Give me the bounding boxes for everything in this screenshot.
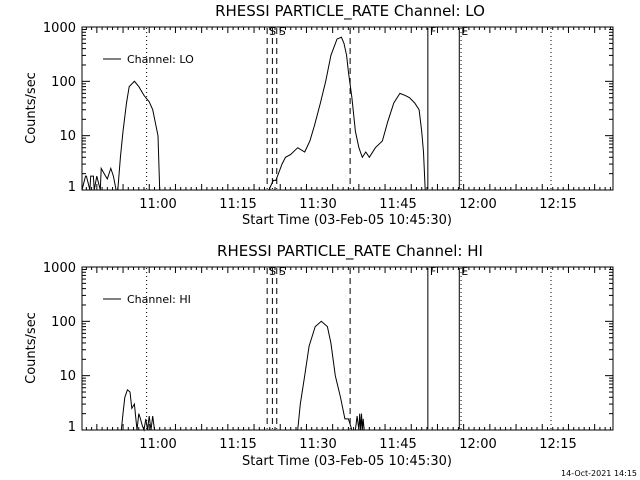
series-line-lo xyxy=(81,80,161,191)
x-tick-label-hi-1200: 12:00 xyxy=(459,437,496,452)
event-marker-label-hi: E xyxy=(461,265,468,278)
x-ticks-lo: 11:00 11:15 11:30 11:45 12:00 12:15 xyxy=(139,197,576,212)
y-tick-label-hi-1: 1 xyxy=(68,420,76,435)
chart-title-hi: RHESSI PARTICLE_RATE Channel: HI xyxy=(217,242,483,261)
y-ticks-hi: 1000 100 10 1 xyxy=(43,261,76,435)
y-tick-label-lo-10: 10 xyxy=(59,129,76,144)
generation-timestamp: 14-Oct-2021 14:15 xyxy=(561,469,637,478)
series-line-lo xyxy=(268,36,426,191)
legend-label-hi: Channel: HI xyxy=(127,293,191,306)
event-marker-label-lo: E xyxy=(461,25,468,38)
x-tick-label-lo-1145: 11:45 xyxy=(379,197,416,212)
x-tick-label-hi-1215: 12:15 xyxy=(539,437,576,452)
x-tick-label-hi-1100: 11:00 xyxy=(139,437,176,452)
event-marker-label-lo: F xyxy=(430,25,436,38)
y-tick-label-hi-10: 10 xyxy=(59,369,76,384)
x-tick-label-hi-1130: 11:30 xyxy=(299,437,336,452)
chart-title-lo: RHESSI PARTICLE_RATE Channel: LO xyxy=(215,2,485,21)
x-tick-label-hi-1115: 11:15 xyxy=(219,437,256,452)
y-ticks-lo: 1000 100 10 1 xyxy=(43,21,76,195)
plot-marks-hi: SSFE xyxy=(82,265,613,432)
x-tick-label-lo-1115: 11:15 xyxy=(219,197,256,212)
event-marker-label-lo: S xyxy=(279,25,286,38)
plot-frame-lo xyxy=(81,26,614,191)
x-tick-label-lo-1130: 11:30 xyxy=(299,197,336,212)
y-axis-label-hi: Counts/sec xyxy=(24,312,39,384)
chart-panel-lo: RHESSI PARTICLE_RATE Channel: LO 1000 10… xyxy=(24,2,614,228)
chart-panel-hi: RHESSI PARTICLE_RATE Channel: HI 1000 10… xyxy=(24,242,614,469)
y-tick-label-hi-1000: 1000 xyxy=(43,261,76,276)
plot-frame-hi xyxy=(81,266,614,431)
series-line-hi xyxy=(120,388,155,432)
y-tick-label-lo-1000: 1000 xyxy=(43,21,76,36)
x-tick-label-lo-1100: 11:00 xyxy=(139,197,176,212)
x-axis-label-hi: Start Time (03-Feb-05 10:45:30) xyxy=(242,454,452,469)
y-axis-label-lo: Counts/sec xyxy=(24,72,39,144)
legend-label-lo: Channel: LO xyxy=(127,53,194,66)
series-line-hi xyxy=(297,320,365,431)
event-marker-label-hi: F xyxy=(430,265,436,278)
x-tick-label-lo-1215: 12:15 xyxy=(539,197,576,212)
x-tick-label-lo-1200: 12:00 xyxy=(459,197,496,212)
plot-marks-lo: SSFE xyxy=(81,25,613,191)
x-axis-label-lo: Start Time (03-Feb-05 10:45:30) xyxy=(242,213,452,228)
legend-lo: Channel: LO xyxy=(103,53,194,66)
x-ticks-hi: 11:00 11:15 11:30 11:45 12:00 12:15 xyxy=(139,437,576,452)
y-tick-label-lo-100: 100 xyxy=(51,75,76,90)
y-tick-label-hi-100: 100 xyxy=(51,315,76,330)
y-tick-label-lo-1: 1 xyxy=(68,180,76,195)
x-tick-label-hi-1145: 11:45 xyxy=(379,437,416,452)
event-marker-label-hi: S xyxy=(279,265,286,278)
legend-hi: Channel: HI xyxy=(103,293,191,306)
